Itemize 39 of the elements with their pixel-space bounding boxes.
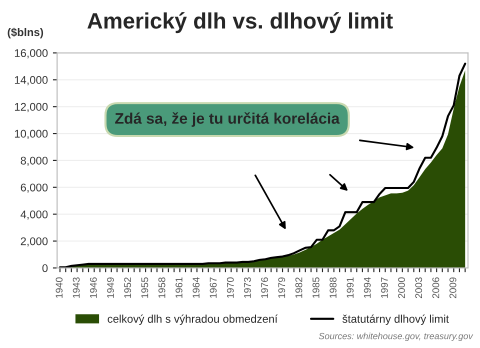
x-tick-label: 1985 (312, 277, 320, 298)
y-tick-label: 0 (42, 264, 48, 272)
chart-title: Americký dlh vs. dlhový limit (87, 12, 393, 34)
y-tick-label: 2,000 (20, 237, 48, 247)
y-axis-title: ($blns) (8, 28, 44, 38)
x-tick-label: 1940 (56, 277, 63, 298)
y-tick-label: 4,000 (20, 210, 48, 220)
y-tick-label: 10,000 (14, 130, 48, 139)
y-tick-label: 16,000 (14, 49, 48, 58)
x-tick-label: 1979 (278, 277, 286, 298)
x-tick-label: 1973 (244, 277, 251, 298)
x-tick-label: 1943 (72, 277, 80, 298)
y-tick-label: 14,000 (14, 76, 48, 86)
x-tick-label: 1952 (124, 277, 132, 298)
y-tick-label: 8,000 (20, 156, 48, 166)
x-tick-label: 2000 (398, 277, 405, 298)
annotation: Zdá sa, že je tu určitá korelácia (115, 112, 340, 127)
x-tick-label: 2009 (449, 277, 456, 298)
x-tick-label: 1955 (141, 277, 148, 298)
x-tick-label: 1964 (192, 277, 200, 298)
x-tick-label: 1967 (210, 277, 217, 298)
x-tick-label: 1949 (107, 277, 114, 298)
x-tick-label: 1958 (158, 277, 166, 298)
y-tick-label: 6,000 (20, 184, 48, 193)
x-tick-label: 2006 (432, 277, 440, 298)
x-tick-label: 1946 (90, 277, 97, 298)
y-tick-label: 12,000 (14, 102, 48, 112)
x-tick-label: 1997 (380, 277, 388, 298)
x-tick-label: 1994 (364, 277, 371, 298)
x-tick-label: 1961 (176, 277, 182, 298)
source-note: Sources: whitehouse.gov, treasury.gov (318, 332, 474, 342)
legend-label: celkový dlh s výhradou obmedzení (108, 314, 278, 326)
x-tick-label: 1988 (330, 277, 337, 298)
x-tick-label: 1976 (261, 277, 268, 298)
x-tick-label: 1991 (346, 277, 354, 298)
legend-label: štatutárny dlhový limit (342, 314, 449, 326)
x-tick-label: 1970 (226, 277, 234, 298)
x-tick-label: 1982 (295, 277, 302, 298)
x-tick-label: 2003 (415, 277, 422, 298)
